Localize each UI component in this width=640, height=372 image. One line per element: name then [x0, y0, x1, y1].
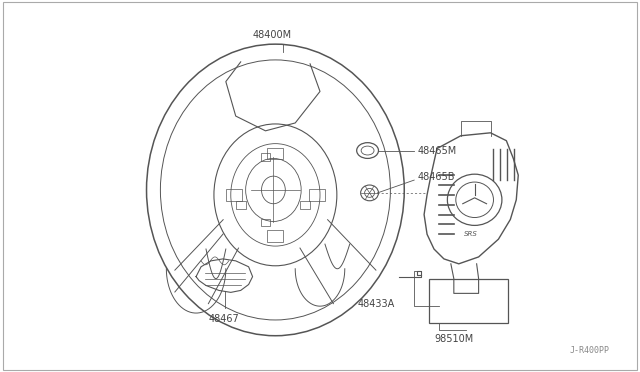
Bar [268, 148, 284, 160]
Text: 48465B: 48465B [417, 172, 454, 182]
Bar [429, 279, 508, 323]
Bar [260, 218, 271, 227]
Bar [268, 230, 284, 242]
Text: 48467: 48467 [209, 314, 240, 324]
Text: 48465M: 48465M [417, 145, 456, 155]
Text: 98510M: 98510M [434, 334, 473, 344]
Text: J-R400PP: J-R400PP [570, 346, 609, 355]
Bar [300, 201, 310, 209]
Bar [236, 201, 246, 209]
Bar [226, 189, 242, 201]
Text: 48400M: 48400M [253, 30, 292, 40]
Text: 48433A: 48433A [358, 299, 395, 309]
Bar [309, 189, 325, 201]
Text: SRS: SRS [464, 231, 477, 237]
Bar [260, 154, 271, 161]
